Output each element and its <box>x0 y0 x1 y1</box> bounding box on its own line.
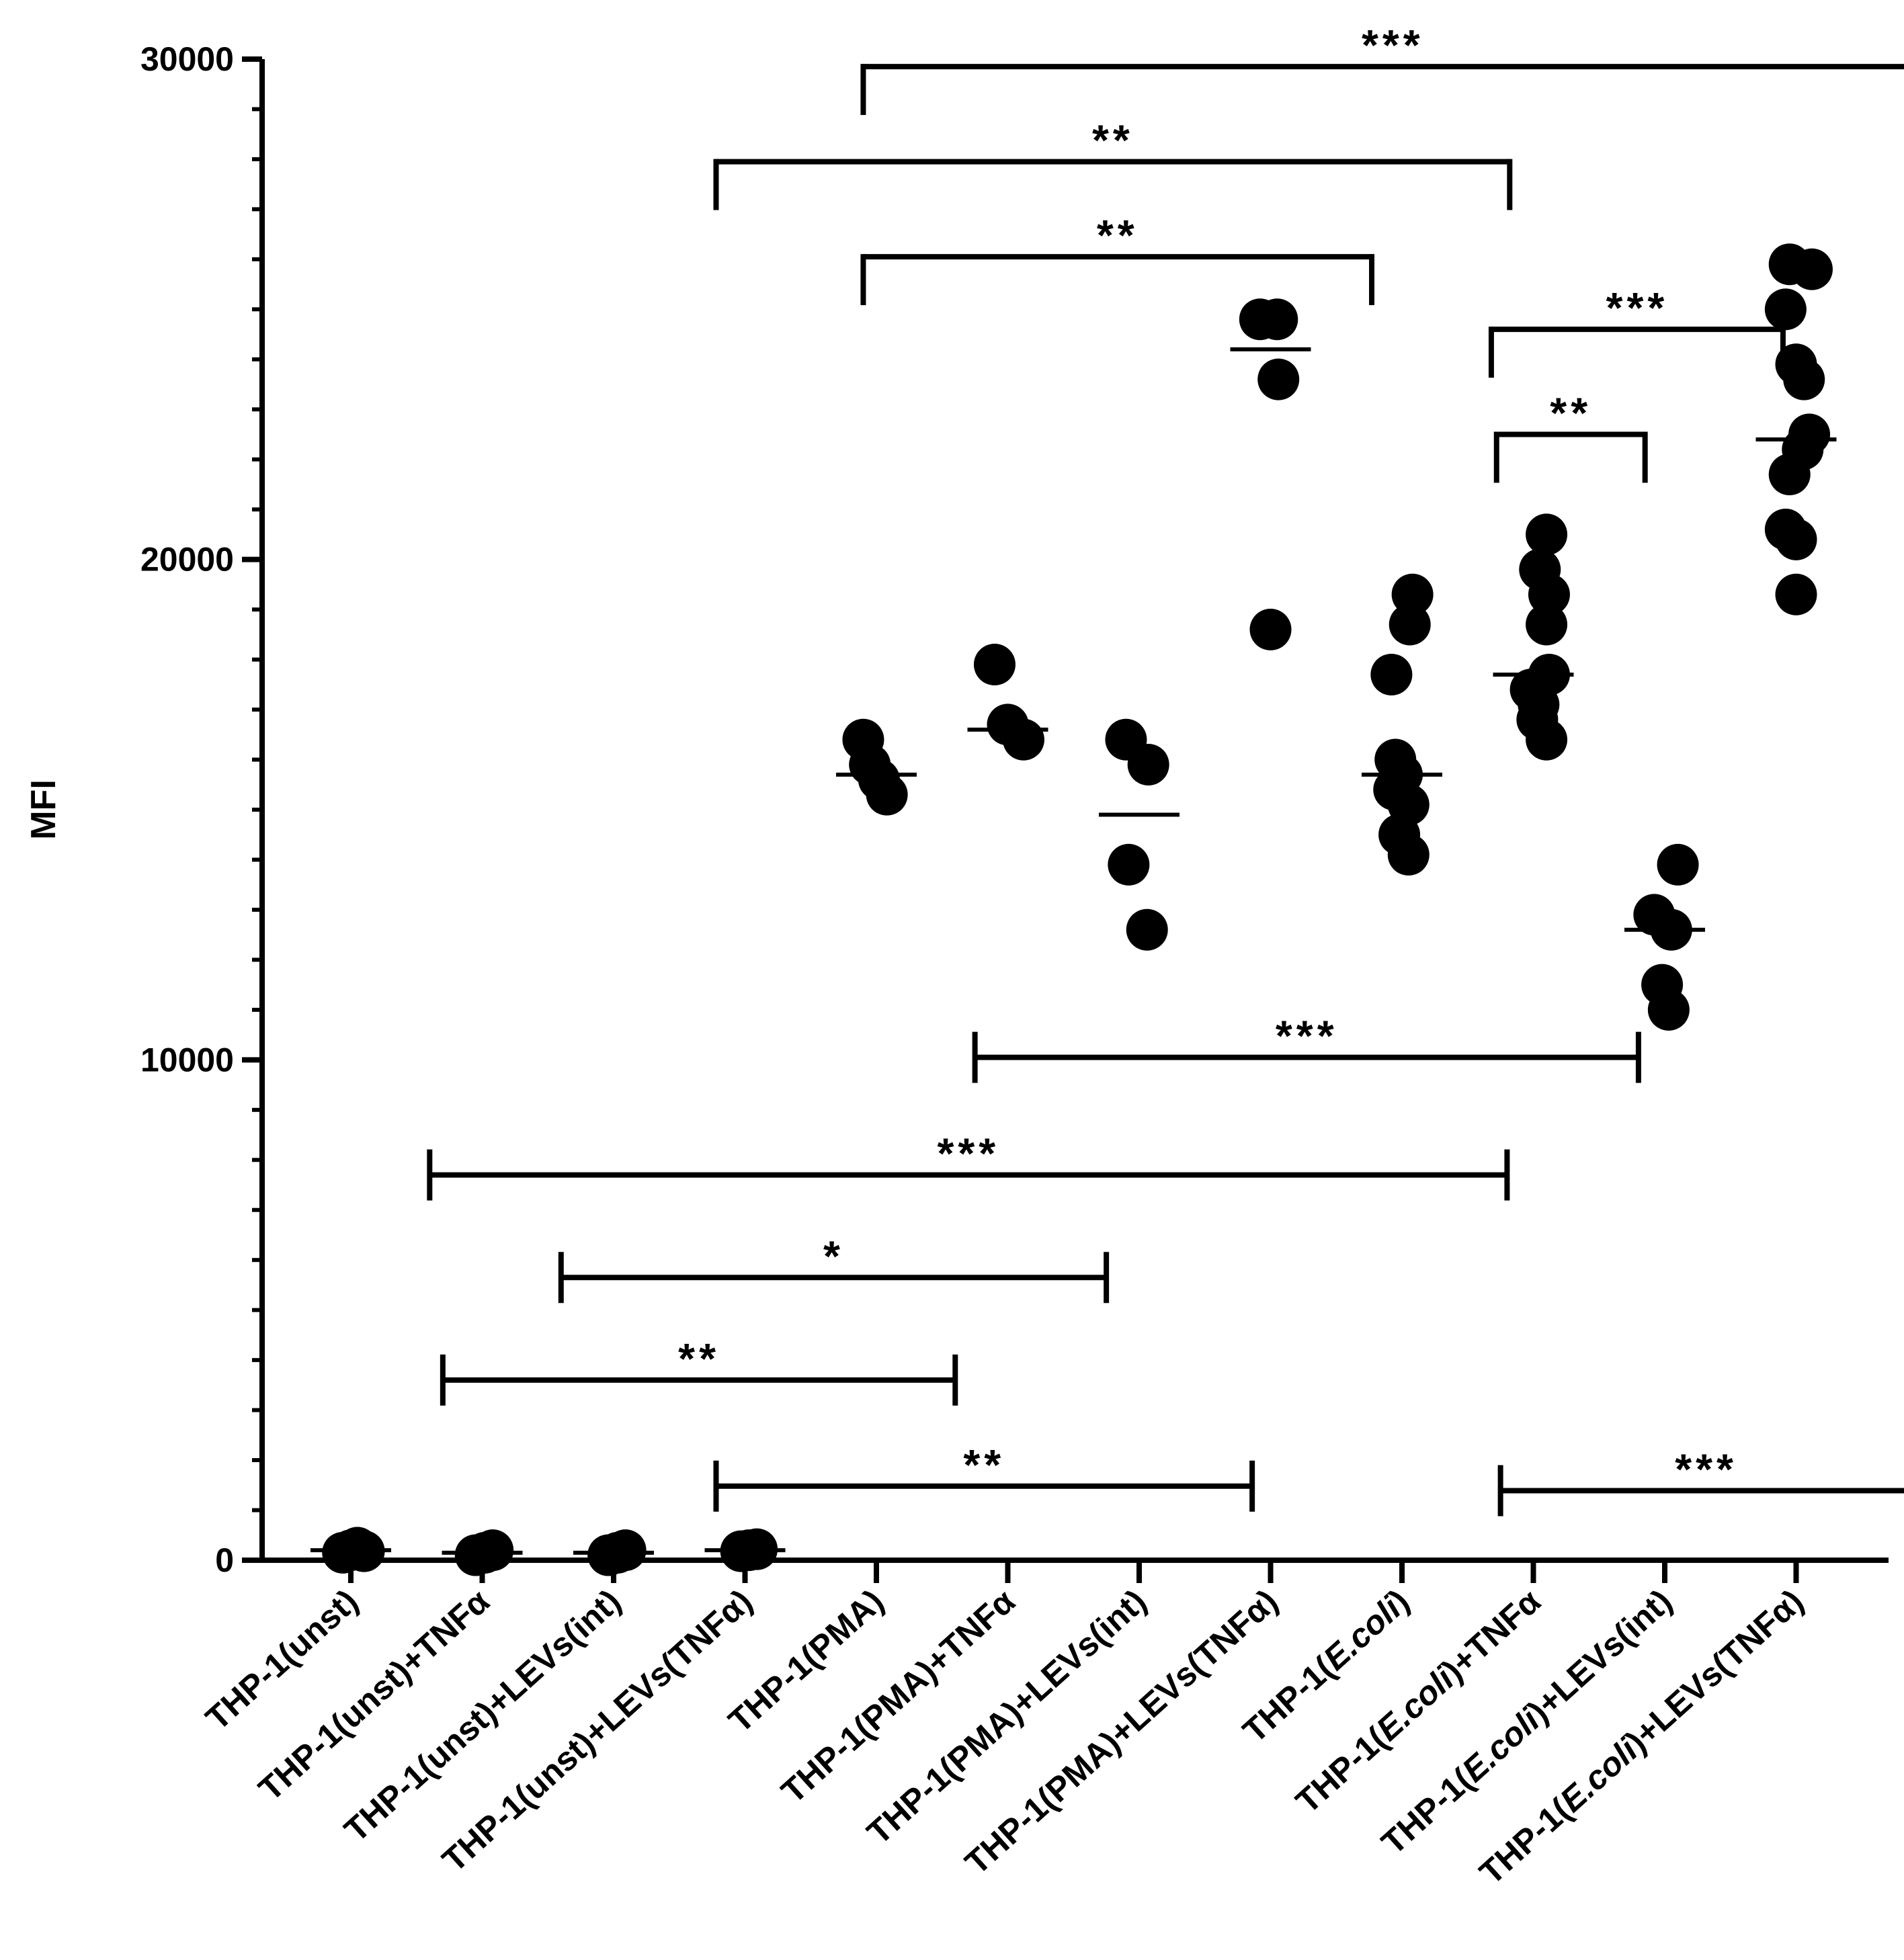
data-point <box>1257 358 1300 400</box>
bracket-down: ** <box>860 211 1375 306</box>
significance-label: ** <box>1550 389 1591 437</box>
bracket-error-bar: *** <box>1497 1445 1904 1517</box>
data-point <box>1127 743 1169 785</box>
y-tick-label: 0 <box>215 1541 234 1579</box>
data-point <box>973 644 1016 686</box>
data-point <box>1256 298 1298 341</box>
data-point <box>1528 573 1570 615</box>
x-category-label: THP-1(PMA)+TNFα <box>774 1582 1022 1810</box>
data-point <box>1387 834 1430 876</box>
bracket-error-bar: ** <box>713 1441 1255 1512</box>
data-point <box>1370 653 1413 695</box>
data-point <box>1768 454 1811 496</box>
significance-label: *** <box>1362 21 1424 69</box>
x-category-labels: THP-1(unst)THP-1(unst)+TNFαTHP-1(unst)+L… <box>198 1582 1811 1891</box>
y-axis-label: MFI <box>24 779 63 840</box>
y-tick-label: 10000 <box>140 1041 234 1078</box>
bracket-down: *** <box>1488 284 1786 378</box>
significance-label: ** <box>1097 211 1139 259</box>
axes <box>242 56 1889 1583</box>
significance-label: *** <box>1606 284 1669 332</box>
y-tick-label: 30000 <box>140 40 234 78</box>
significance-label: ** <box>678 1334 720 1383</box>
significance-label: *** <box>1675 1445 1737 1493</box>
bracket-error-bar: ** <box>440 1334 958 1406</box>
bracket-error-bar: * <box>558 1232 1110 1304</box>
data-point <box>1775 573 1817 615</box>
data-point <box>1526 603 1568 646</box>
data-point <box>1790 248 1833 290</box>
data-point <box>1775 518 1817 560</box>
significance-label: * <box>823 1232 844 1280</box>
data-point <box>472 1529 514 1572</box>
bracket-down: ** <box>713 116 1513 210</box>
data-point <box>1391 573 1434 615</box>
data-point <box>1108 843 1150 886</box>
significance-label: *** <box>937 1130 999 1178</box>
data-point <box>1526 718 1568 761</box>
data-point <box>866 773 908 816</box>
bracket-down: *** <box>860 21 1904 116</box>
data-point <box>1526 513 1568 556</box>
data-point <box>1389 603 1431 646</box>
y-tick-labels: 0 10000 20000 30000 <box>140 40 234 1579</box>
data-point <box>1647 988 1690 1031</box>
significance-label: *** <box>1276 1012 1338 1060</box>
x-category-label: THP-1(unst)+TNFα <box>251 1582 497 1807</box>
bracket-down: ** <box>1493 389 1648 483</box>
bracket-error-bar: *** <box>972 1012 1641 1083</box>
data-point <box>1657 843 1699 886</box>
data-point <box>1764 288 1807 331</box>
significance-label: ** <box>963 1441 1005 1489</box>
data-point <box>604 1529 647 1572</box>
significance-label: ** <box>1092 116 1134 165</box>
data-point <box>1783 358 1825 400</box>
data-points <box>322 243 1833 1576</box>
data-point <box>1126 908 1168 951</box>
mean-lines <box>311 347 1837 1555</box>
bracket-error-bar: *** <box>427 1130 1510 1201</box>
significance-brackets: *********************** *** <box>427 21 1904 1517</box>
data-point <box>1249 608 1292 650</box>
x-category-label: THP-1(E.coli)+TNFα <box>1288 1582 1548 1820</box>
data-point <box>1002 718 1044 761</box>
y-tick-label: 20000 <box>140 541 234 579</box>
